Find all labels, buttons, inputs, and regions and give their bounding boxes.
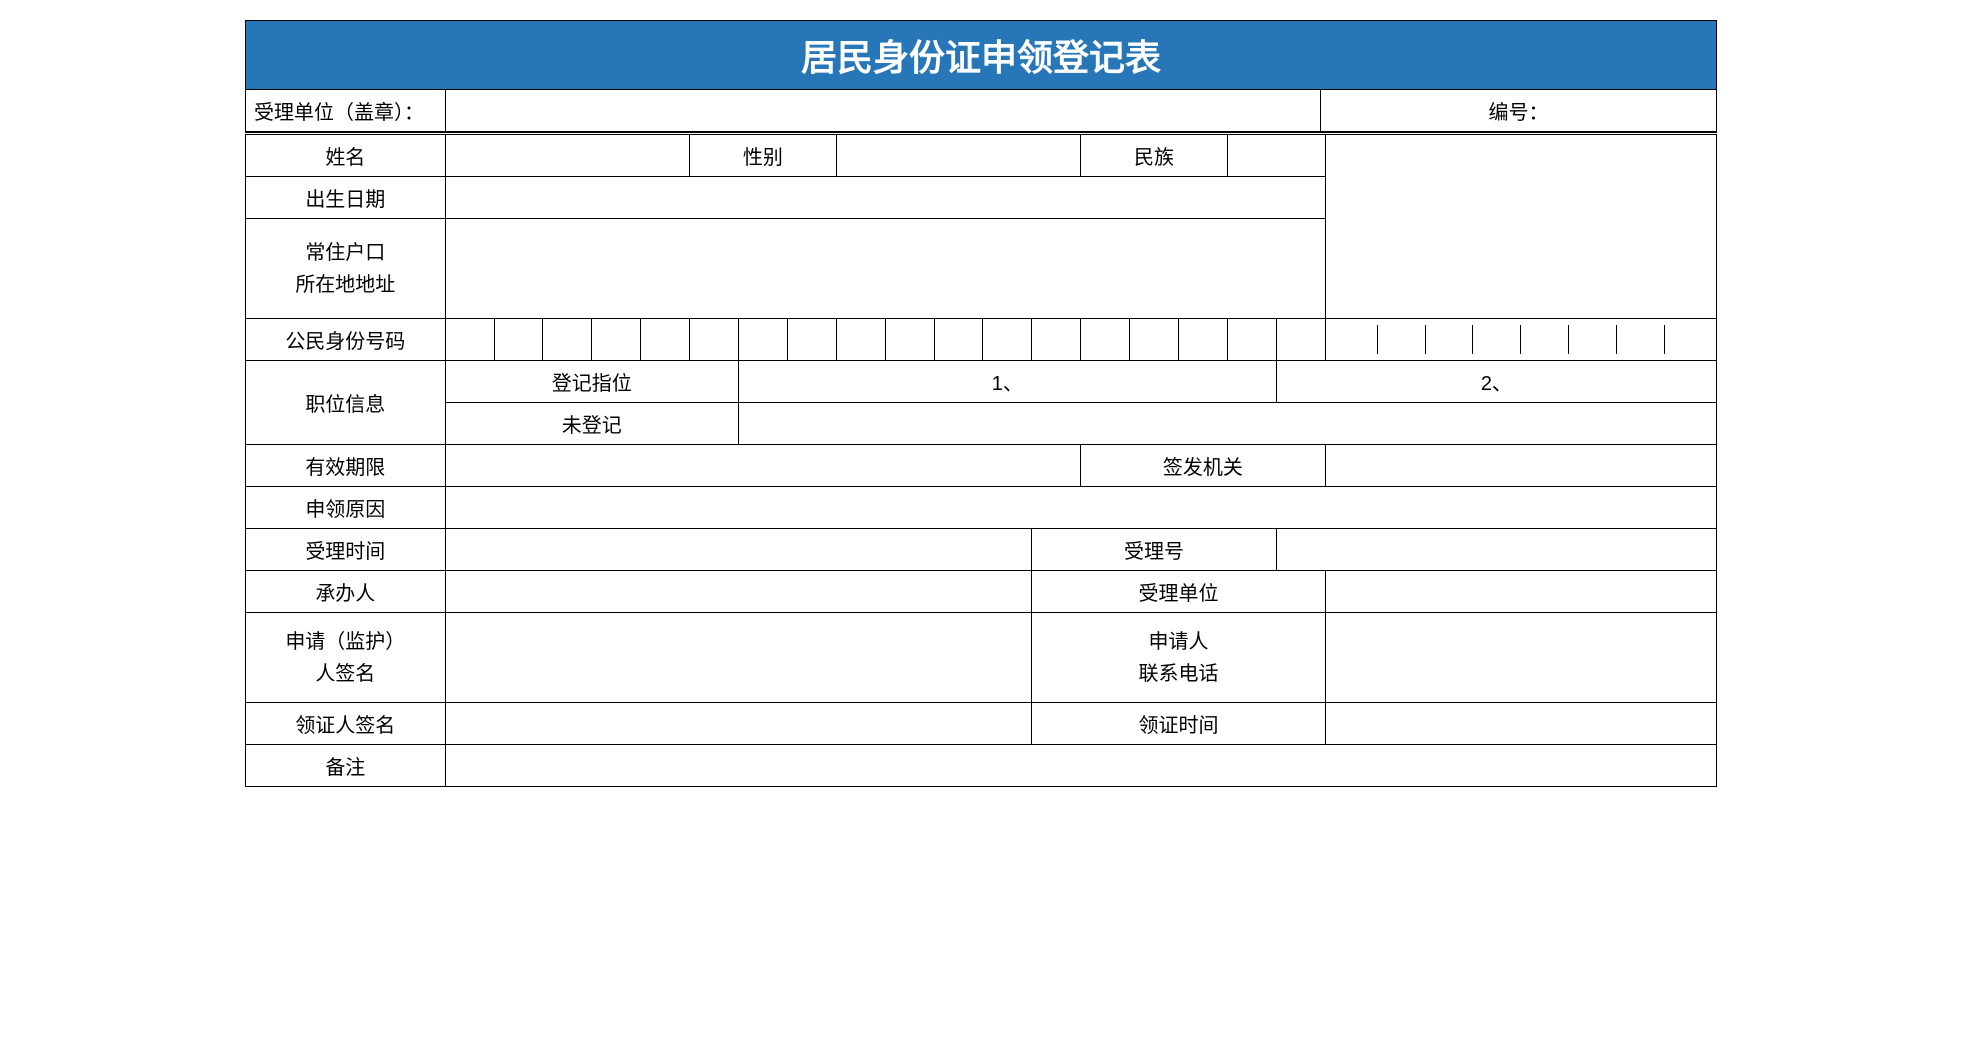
id-cell-1 <box>445 319 494 361</box>
label-applicant-contact-line1: 申请人 <box>1036 626 1320 658</box>
value-acceptance-number <box>1276 529 1716 571</box>
label-validity: 有效期限 <box>246 445 446 487</box>
accepting-unit-stamp-label: 受理单位（盖章）： <box>246 90 446 131</box>
value-accepting-unit <box>1325 571 1716 613</box>
label-applicant-contact: 申请人 联系电话 <box>1032 613 1325 703</box>
value-name <box>445 134 689 177</box>
label-reason: 申领原因 <box>246 487 446 529</box>
label-not-registered: 未登记 <box>445 403 738 445</box>
value-birth-date <box>445 177 1325 219</box>
id-cell-15 <box>1130 319 1179 361</box>
row-validity: 有效期限 签发机关 <box>246 445 1717 487</box>
label-ethnicity: 民族 <box>1081 134 1228 177</box>
id-cell-12 <box>983 319 1032 361</box>
row-name: 姓名 性别 民族 <box>246 134 1717 177</box>
value-issuing-authority <box>1325 445 1716 487</box>
row-applicant-sig: 申请（监护） 人签名 申请人 联系电话 <box>246 613 1717 703</box>
value-remarks <box>445 745 1716 787</box>
label-option-1: 1、 <box>738 361 1276 403</box>
label-registered-finger: 登记指位 <box>445 361 738 403</box>
label-collection-time: 领证时间 <box>1032 703 1325 745</box>
id-extra <box>1325 319 1716 361</box>
value-reason <box>445 487 1716 529</box>
label-collector-sig: 领证人签名 <box>246 703 446 745</box>
id-cell-7 <box>738 319 787 361</box>
id-cell-3 <box>543 319 592 361</box>
label-position-info: 职位信息 <box>246 361 446 445</box>
row-undertaker: 承办人 受理单位 <box>246 571 1717 613</box>
photo-area <box>1325 134 1716 319</box>
row-collector: 领证人签名 领证时间 <box>246 703 1717 745</box>
value-collection-time <box>1325 703 1716 745</box>
id-cell-8 <box>787 319 836 361</box>
id-cell-18 <box>1276 319 1325 361</box>
row-position-1: 职位信息 登记指位 1、 2、 <box>246 361 1717 403</box>
row-remarks: 备注 <box>246 745 1717 787</box>
form-title: 居民身份证申领登记表 <box>245 20 1717 90</box>
id-cell-9 <box>836 319 885 361</box>
label-accepting-unit: 受理单位 <box>1032 571 1325 613</box>
id-cell-16 <box>1178 319 1227 361</box>
id-cell-2 <box>494 319 543 361</box>
label-applicant-sig-line1: 申请（监护） <box>250 626 441 658</box>
label-applicant-sig: 申请（监护） 人签名 <box>246 613 446 703</box>
value-validity <box>445 445 1081 487</box>
label-acceptance-time: 受理时间 <box>246 529 446 571</box>
label-issuing-authority: 签发机关 <box>1081 445 1325 487</box>
label-option-2: 2、 <box>1276 361 1716 403</box>
id-cell-14 <box>1081 319 1130 361</box>
label-remarks: 备注 <box>246 745 446 787</box>
label-gender: 性别 <box>690 134 837 177</box>
label-applicant-sig-line2: 人签名 <box>250 658 441 690</box>
id-cell-4 <box>592 319 641 361</box>
row-position-2: 未登记 <box>246 403 1717 445</box>
label-name: 姓名 <box>246 134 446 177</box>
id-cell-13 <box>1032 319 1081 361</box>
id-cell-5 <box>641 319 690 361</box>
header-row: 受理单位（盖章）： 编号： <box>245 90 1717 132</box>
row-citizen-id: 公民身份号码 <box>246 319 1717 361</box>
label-citizen-id: 公民身份号码 <box>246 319 446 361</box>
label-address-line2: 所在地地址 <box>250 269 441 301</box>
value-undertaker <box>445 571 1032 613</box>
id-cell-17 <box>1227 319 1276 361</box>
form-container: 居民身份证申领登记表 受理单位（盖章）： 编号： 姓名 性别 民族 <box>245 20 1717 787</box>
label-address: 常住户口 所在地地址 <box>246 219 446 319</box>
main-table: 姓名 性别 民族 出生日期 常住户口 所在地地址 公民身份号码 <box>245 132 1717 787</box>
value-applicant-sig <box>445 613 1032 703</box>
label-acceptance-number: 受理号 <box>1032 529 1276 571</box>
label-applicant-contact-line2: 联系电话 <box>1036 658 1320 690</box>
label-address-line1: 常住户口 <box>250 237 441 269</box>
id-cell-10 <box>885 319 934 361</box>
value-acceptance-time <box>445 529 1032 571</box>
label-birth-date: 出生日期 <box>246 177 446 219</box>
id-cell-11 <box>934 319 983 361</box>
serial-number-label: 编号： <box>1321 90 1716 131</box>
value-collector-sig <box>445 703 1032 745</box>
value-not-registered <box>738 403 1716 445</box>
row-acceptance: 受理时间 受理号 <box>246 529 1717 571</box>
value-applicant-contact <box>1325 613 1716 703</box>
row-reason: 申领原因 <box>246 487 1717 529</box>
id-cell-6 <box>690 319 739 361</box>
value-address <box>445 219 1325 319</box>
accepting-unit-stamp-value <box>446 90 1321 131</box>
label-undertaker: 承办人 <box>246 571 446 613</box>
value-ethnicity <box>1227 134 1325 177</box>
value-gender <box>836 134 1080 177</box>
